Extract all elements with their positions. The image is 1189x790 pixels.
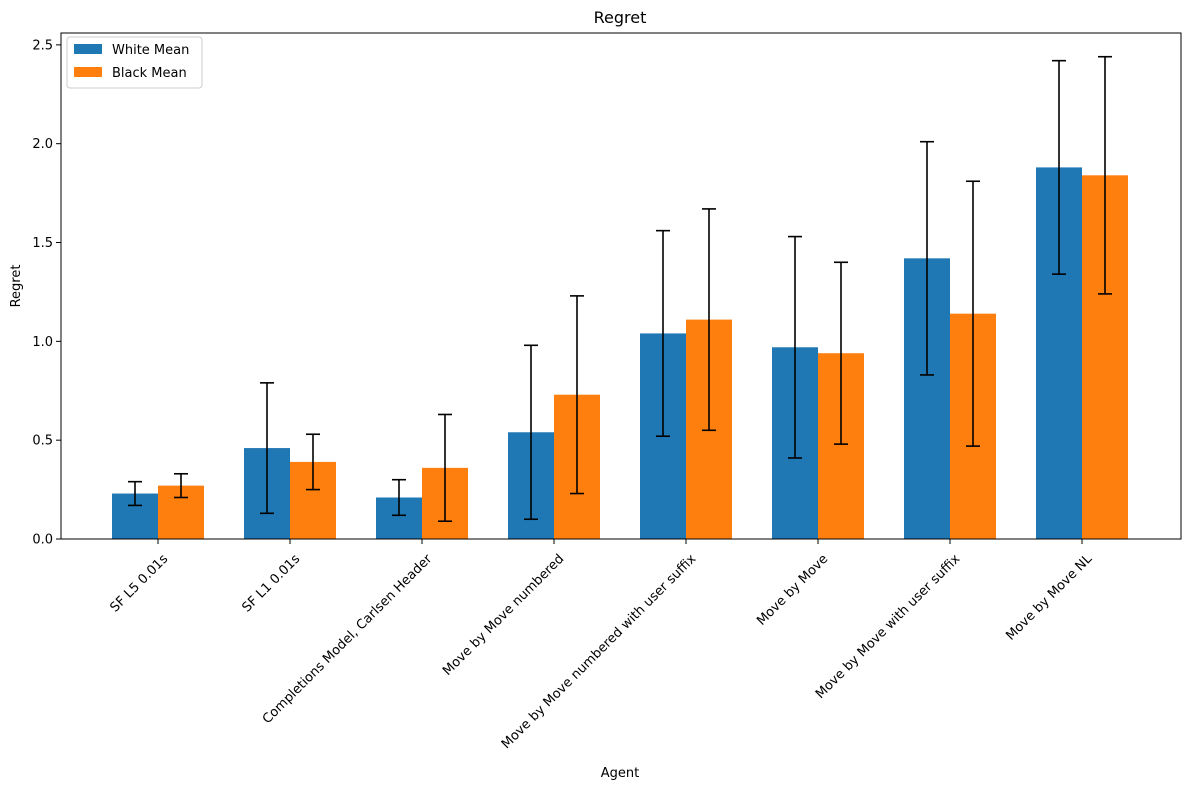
x-tick-label-0: SF L5 0.01s (107, 552, 171, 616)
y-tick-label-0: 0.0 (32, 533, 53, 548)
y-tick-label-5: 2.5 (32, 38, 53, 53)
legend-label-black-mean: Black Mean (112, 66, 187, 81)
legend: White Mean Black Mean (66, 36, 203, 89)
x-tick-label-6: Move by Move with user suffix (813, 551, 964, 702)
x-tick-label-5: Move by Move (754, 552, 831, 629)
x-axis-label: Agent (601, 766, 639, 781)
y-tick-label-1: 0.5 (32, 434, 53, 449)
x-tick-label-1: SF L1 0.01s (239, 552, 303, 616)
x-tick-label-3: Move by Move numbered (440, 552, 567, 679)
y-tick-label-2: 1.0 (32, 335, 53, 350)
chart-title: Regret (594, 8, 647, 27)
y-tick-label-3: 1.5 (32, 236, 53, 251)
y-axis-label: Regret (9, 265, 24, 308)
plot-frame (60, 32, 1182, 540)
legend-label-white-mean: White Mean (112, 43, 189, 58)
legend-swatch-black-mean (74, 67, 102, 77)
y-tick-label-4: 2.0 (32, 137, 53, 152)
legend-swatch-white-mean (74, 44, 102, 54)
x-tick-label-7: Move by Move NL (1003, 551, 1095, 643)
